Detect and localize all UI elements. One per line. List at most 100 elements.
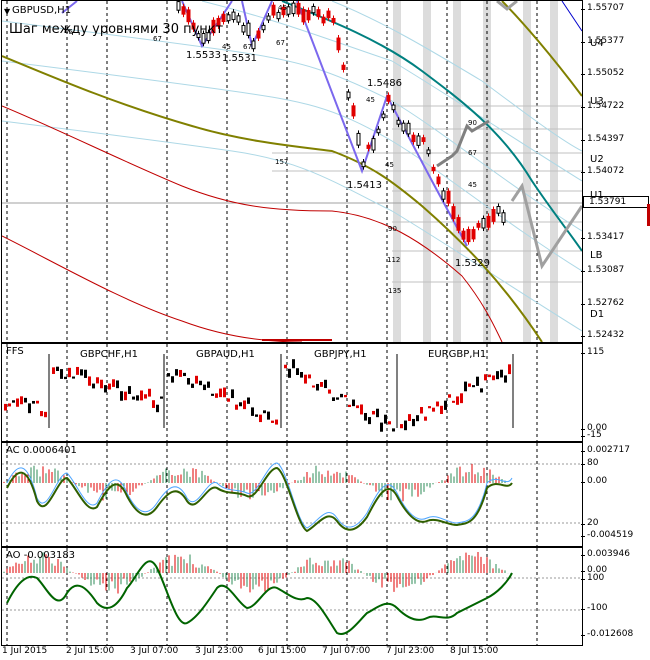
fx-tick: -15 (581, 430, 602, 440)
candle (203, 384, 206, 391)
candle (304, 374, 307, 384)
candle (440, 405, 443, 414)
candle (284, 364, 287, 369)
ac-tick: -0.004519 (580, 530, 634, 540)
ao-pane[interactable]: AO -0.003183 (1, 547, 583, 646)
candle (484, 374, 487, 381)
symbol-label: EURGBP,H1 (428, 349, 487, 360)
ao-canvas (2, 548, 582, 645)
candle (392, 428, 395, 432)
candle (391, 104, 396, 111)
candle (320, 382, 323, 387)
candle (411, 134, 416, 143)
candle (267, 411, 270, 420)
candle (181, 6, 186, 15)
ac-histogram (3, 463, 512, 502)
price-tick: 1.52432 (580, 330, 625, 340)
ao-axis[interactable]: 0.003946 0.00 100 -100 -0.012608 (580, 547, 650, 644)
ao-tick: -100 (580, 603, 608, 613)
candle (247, 397, 250, 404)
candle (259, 414, 262, 423)
candle (176, 1, 181, 11)
ac-pane[interactable]: AC 0.0006401 (1, 442, 583, 547)
candle (288, 368, 291, 378)
candle (300, 371, 303, 378)
candle (466, 228, 471, 243)
fx-axis[interactable]: 115 0.00 -15 (580, 343, 650, 440)
candle (448, 394, 451, 398)
candle (426, 149, 431, 155)
candle (460, 393, 463, 404)
candle (136, 395, 139, 401)
fx-cross-canvas (4, 344, 538, 441)
fx-candles (4, 359, 511, 432)
candle (326, 10, 331, 19)
candle (275, 419, 278, 425)
candle (40, 411, 43, 417)
candle (456, 217, 461, 231)
candle (271, 420, 274, 423)
fib-label: 45 (366, 96, 375, 104)
candle (306, 9, 311, 21)
menu-arrow-icon[interactable]: ▼ (4, 7, 11, 16)
fib-label: 45 (468, 181, 477, 189)
candle (368, 417, 371, 425)
fib-label: 157 (275, 158, 289, 166)
fib-label: 45 (64, 28, 73, 36)
candle (24, 397, 27, 403)
candle (108, 383, 111, 390)
candle (4, 403, 7, 411)
candle (372, 410, 375, 415)
candle (441, 190, 446, 200)
candle (380, 422, 383, 432)
candle (468, 383, 471, 387)
candle (336, 397, 339, 400)
candle (186, 9, 191, 23)
candle (386, 94, 391, 102)
candle (456, 396, 459, 405)
candle (211, 393, 214, 396)
candle (60, 369, 63, 379)
candle (346, 91, 351, 99)
fx-cross-pane[interactable]: FFS GBPCHF,H1 GBPAUD,H1 GBPJPY,H1 EURGBP… (1, 343, 583, 442)
fib-label: 90 (468, 119, 477, 127)
candle (461, 230, 466, 240)
candle (72, 376, 75, 379)
chart-symbol-title: GBPUSD,H1 (12, 5, 72, 16)
candle (261, 24, 266, 31)
candle (436, 176, 441, 185)
ac-canvas (2, 443, 582, 546)
candle (416, 415, 419, 422)
candle (401, 122, 406, 132)
candle (175, 369, 178, 376)
candle (179, 369, 182, 377)
candle (68, 367, 71, 378)
candle (356, 405, 359, 409)
time-axis[interactable]: 1 Jul 2015 2 Jul 15:00 3 Jul 07:00 3 Jul… (0, 646, 582, 660)
fib-label: 45 (385, 161, 394, 169)
candle (328, 389, 331, 394)
candle (436, 401, 439, 407)
ac-tick: 0.002717 (581, 445, 630, 455)
candle (348, 404, 351, 408)
candle (112, 379, 115, 387)
candle (76, 366, 79, 375)
candle (311, 5, 316, 14)
candle (480, 388, 483, 393)
candle (384, 414, 387, 424)
candle (501, 212, 506, 223)
candle (476, 376, 479, 386)
time-label: 6 Jul 15:00 (258, 646, 307, 656)
candle (492, 375, 495, 381)
candle (221, 13, 226, 22)
candle (266, 15, 271, 21)
point-label: 1.5533 (186, 50, 221, 61)
main-price-axis[interactable]: 1.55707 1.55377 1.55052 1.54722 1.54397 … (580, 0, 650, 343)
ac-axis[interactable]: 0.002717 80 0.00 20 -0.004519 (580, 442, 650, 545)
candle (496, 371, 499, 380)
candle (216, 17, 221, 27)
point-label: 1.5531 (222, 53, 257, 64)
main-chart-pane[interactable]: ▼ GBPUSD,H1 Шаг между уровнями 30 пункт … (1, 0, 583, 343)
fib-label: 67 (243, 43, 252, 51)
candle (263, 410, 266, 414)
